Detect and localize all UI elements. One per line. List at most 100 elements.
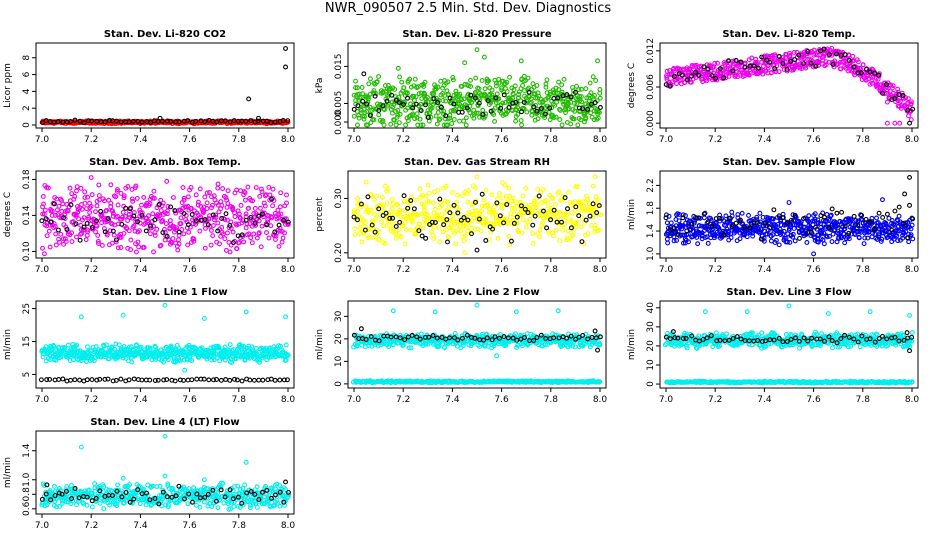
data-point xyxy=(417,186,423,192)
data-point xyxy=(423,235,429,241)
y-tick-label: 1.0 xyxy=(646,246,656,261)
data-point xyxy=(380,103,386,109)
data-point xyxy=(158,208,164,213)
data-point xyxy=(78,314,84,320)
data-point xyxy=(733,220,739,226)
data-point xyxy=(459,193,465,199)
data-point xyxy=(96,182,102,188)
data-point xyxy=(376,74,382,79)
data-point xyxy=(360,91,366,97)
data-point xyxy=(445,239,450,245)
data-point xyxy=(223,377,229,382)
data-point xyxy=(674,237,680,243)
data-point xyxy=(474,47,480,53)
series-2 xyxy=(663,46,916,126)
series-2 xyxy=(40,46,291,126)
data-point xyxy=(41,251,47,257)
data-point xyxy=(230,229,236,235)
data-point xyxy=(759,54,765,60)
data-point xyxy=(264,230,269,236)
data-point xyxy=(128,237,134,243)
data-point xyxy=(559,82,565,88)
data-point xyxy=(746,212,751,218)
data-point xyxy=(239,378,245,384)
data-point xyxy=(69,239,75,244)
data-point xyxy=(256,377,262,383)
data-point xyxy=(473,75,479,81)
data-point xyxy=(69,191,75,197)
data-point xyxy=(133,249,139,255)
data-point xyxy=(664,236,670,242)
data-point xyxy=(389,206,395,212)
data-point xyxy=(168,119,174,125)
data-point xyxy=(120,312,126,318)
data-point xyxy=(251,231,257,237)
data-point xyxy=(826,51,832,57)
data-point xyxy=(480,112,486,117)
data-point xyxy=(86,118,91,124)
data-point xyxy=(130,118,136,124)
data-point xyxy=(201,316,207,321)
data-point xyxy=(487,85,493,91)
data-point xyxy=(596,110,602,115)
data-point xyxy=(272,377,278,383)
data-point xyxy=(453,88,459,94)
data-point xyxy=(412,76,418,82)
data-point xyxy=(476,100,482,106)
data-point xyxy=(40,120,46,126)
data-point xyxy=(698,63,704,69)
data-point xyxy=(82,189,88,195)
data-point xyxy=(905,96,911,102)
y-tick-label: 0.30 xyxy=(334,188,344,208)
data-point xyxy=(218,199,224,205)
data-point xyxy=(578,117,584,123)
data-point xyxy=(751,63,757,69)
data-point xyxy=(443,116,448,122)
x-tick-label: 7.8 xyxy=(544,395,559,405)
data-point xyxy=(829,206,835,212)
data-point xyxy=(565,228,571,234)
data-point xyxy=(115,213,120,219)
data-point xyxy=(498,105,504,111)
data-point xyxy=(574,83,579,89)
data-point xyxy=(534,108,540,114)
y-tick-label: 8 xyxy=(22,55,32,61)
series-1 xyxy=(351,47,603,128)
data-point xyxy=(109,221,115,227)
x-tick-label: 7.8 xyxy=(232,265,247,275)
data-point xyxy=(85,194,91,200)
data-point xyxy=(590,183,596,189)
data-point xyxy=(565,189,571,195)
data-point xyxy=(663,82,669,88)
data-point xyxy=(141,194,147,200)
data-point xyxy=(839,209,845,215)
data-point xyxy=(252,205,258,211)
x-tick-label: 7.0 xyxy=(347,135,362,145)
data-point xyxy=(579,86,584,92)
data-point xyxy=(468,77,473,83)
data-point xyxy=(583,115,589,121)
data-point xyxy=(352,232,358,238)
data-point xyxy=(791,50,797,55)
data-point xyxy=(821,46,827,52)
data-point xyxy=(821,241,827,247)
data-point xyxy=(78,185,84,191)
data-point xyxy=(270,203,276,209)
data-point xyxy=(75,209,81,215)
y-axis-label: kPa xyxy=(315,78,325,94)
data-point xyxy=(544,225,550,231)
data-point xyxy=(496,96,502,102)
data-point xyxy=(208,242,214,248)
data-point xyxy=(94,203,100,209)
data-point xyxy=(507,242,513,248)
x-tick-label: 7.0 xyxy=(347,265,362,275)
data-point xyxy=(159,118,165,124)
data-point xyxy=(232,214,238,220)
data-point xyxy=(436,117,442,123)
data-point xyxy=(542,111,548,117)
data-point xyxy=(60,119,66,125)
data-point xyxy=(795,59,801,64)
data-point xyxy=(479,191,485,197)
data-point xyxy=(588,90,594,96)
